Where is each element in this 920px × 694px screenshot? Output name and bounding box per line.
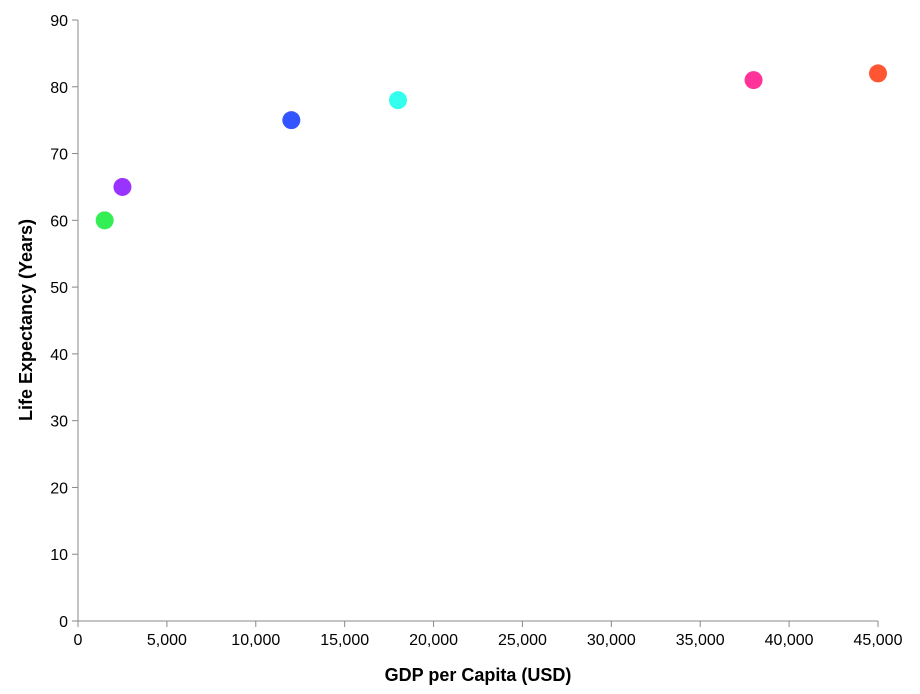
x-tick-label: 5,000 [147, 632, 187, 649]
x-tick-label: 20,000 [409, 632, 458, 649]
y-tick-label: 40 [50, 347, 68, 364]
data-point [95, 211, 114, 230]
x-tick-label: 25,000 [498, 632, 547, 649]
x-tick-label: 0 [74, 632, 83, 649]
x-axis-title: GDP per Capita (USD) [385, 665, 572, 685]
y-tick-label: 0 [59, 614, 68, 631]
y-tick-label: 90 [50, 13, 68, 30]
y-tick-label: 10 [50, 547, 68, 564]
y-axis: 0 10 20 30 40 50 60 70 80 90 [50, 13, 79, 631]
x-tick-label: 40,000 [765, 632, 814, 649]
y-tick-label: 50 [50, 280, 68, 297]
x-tick-label: 30,000 [587, 632, 636, 649]
x-tick-label: 15,000 [320, 632, 369, 649]
data-point [389, 91, 407, 110]
x-tick-label: 35,000 [676, 632, 725, 649]
data-point [113, 177, 132, 196]
data-point [744, 71, 763, 90]
data-point [869, 64, 887, 83]
x-tick-label: 45,000 [854, 632, 903, 649]
data-point [282, 111, 301, 130]
y-tick-label: 70 [50, 147, 68, 164]
y-tick-label: 30 [50, 414, 68, 431]
y-tick-label: 20 [50, 480, 68, 497]
x-tick-label: 10,000 [231, 632, 280, 649]
y-axis-title: Life Expectancy (Years) [16, 219, 36, 421]
data-points [95, 64, 887, 230]
x-axis: 0 5,000 10,000 15,000 20,000 25,000 30,000 35,0… [74, 620, 903, 649]
y-tick-label: 80 [50, 80, 68, 97]
y-tick-label: 60 [50, 213, 68, 230]
